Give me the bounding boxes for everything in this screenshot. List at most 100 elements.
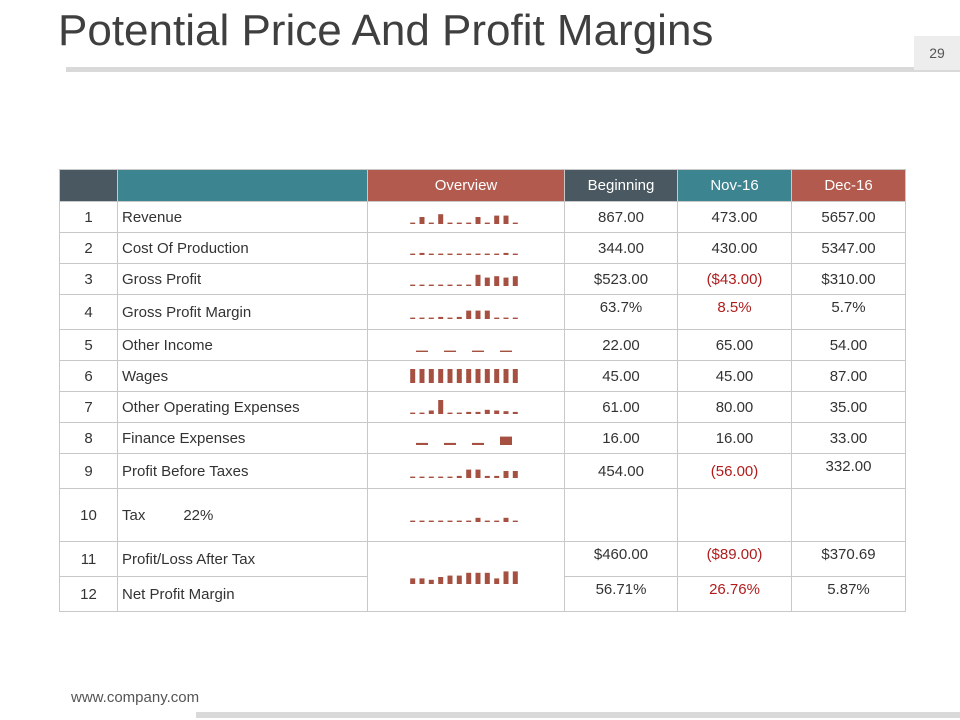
sparkline-bar xyxy=(447,253,453,255)
nov-16-value: 473.00 xyxy=(677,201,792,233)
nov-16-value: 80.00 xyxy=(677,391,792,423)
sparkline-bar xyxy=(512,222,518,224)
sparkline-bar xyxy=(503,252,509,255)
dec-16-value: 35.00 xyxy=(791,391,906,423)
sparkline-bar xyxy=(503,471,509,478)
sparkline-bar xyxy=(447,284,453,286)
tax-rate: 22% xyxy=(183,506,214,524)
nov-16-value: 26.76% xyxy=(677,576,792,612)
beginning-value: 867.00 xyxy=(564,201,678,233)
beginning-value: 56.71% xyxy=(564,576,678,612)
sparkline-bar xyxy=(444,350,456,352)
overview-sparkline xyxy=(367,391,565,423)
sparkline-bar xyxy=(428,410,434,414)
sparkline-bar xyxy=(456,369,462,383)
row-number: 1 xyxy=(59,201,118,233)
nov-16-value: 430.00 xyxy=(677,232,792,264)
row-number: 7 xyxy=(59,391,118,423)
sparkline-bar xyxy=(503,517,509,522)
header-beginning: Beginning xyxy=(564,169,678,202)
sparkline-bar xyxy=(494,253,500,255)
sparkline-bar xyxy=(500,350,512,352)
row-number: 5 xyxy=(59,329,118,361)
row-label: Profit/Loss After Tax xyxy=(117,541,368,577)
sparkline-bar xyxy=(503,369,509,383)
sparkline-bar xyxy=(428,222,434,224)
sparkline-bar xyxy=(466,411,472,414)
sparkline-bar xyxy=(410,317,416,319)
header-overview: Overview xyxy=(367,169,565,202)
nov-16-value: 16.00 xyxy=(677,422,792,454)
sparkline-bar xyxy=(438,214,444,224)
row-label: Finance Expenses xyxy=(117,422,368,454)
sparkline-bar xyxy=(419,577,425,584)
slide-title: Potential Price And Profit Margins xyxy=(58,6,714,55)
sparkline-bar xyxy=(438,284,444,286)
row-label: Other Income xyxy=(117,329,368,361)
sparkline-bar xyxy=(512,520,518,522)
row-label-text: Tax xyxy=(122,506,146,524)
dec-16-value: $370.69 xyxy=(791,541,906,577)
row-label: Gross Profit xyxy=(117,263,368,295)
sparkline-bar xyxy=(419,476,425,478)
nov-16-value xyxy=(677,488,792,542)
dec-16-value: 332.00 xyxy=(791,453,906,489)
sparkline-bar xyxy=(419,369,425,383)
header-item xyxy=(117,169,368,202)
sparkline-bar xyxy=(512,276,518,286)
sparkline-bar xyxy=(500,436,512,445)
sparkline-bar xyxy=(475,369,481,383)
beginning-value: 63.7% xyxy=(564,294,678,330)
sparkline-bar xyxy=(494,475,500,478)
sparkline-bar xyxy=(494,215,500,224)
nov-16-value: (56.00) xyxy=(677,453,792,489)
sparkline-chart xyxy=(410,274,518,286)
sparkline-bar xyxy=(466,284,472,286)
overview-sparkline xyxy=(367,541,565,612)
sparkline-bar xyxy=(410,222,416,224)
beginning-value: 16.00 xyxy=(564,422,678,454)
sparkline-chart xyxy=(410,310,518,319)
sparkline-bar xyxy=(410,577,416,584)
sparkline-bar xyxy=(466,310,472,319)
beginning-value xyxy=(564,488,678,542)
table-row: 6 Wages 45.00 45.00 87.00 xyxy=(59,360,906,392)
sparkline-bar xyxy=(512,317,518,319)
sparkline-bar xyxy=(456,222,462,224)
sparkline-bar xyxy=(484,222,490,224)
profit-margin-table: Overview Beginning Nov-16 Dec-16 1 Reven… xyxy=(59,169,906,612)
sparkline-bar xyxy=(475,517,481,522)
beginning-value: 344.00 xyxy=(564,232,678,264)
sparkline-bar xyxy=(438,253,444,255)
nov-16-value: ($89.00) xyxy=(677,541,792,577)
row-number: 4 xyxy=(59,294,118,330)
sparkline-bar xyxy=(447,520,453,522)
nov-16-value: 45.00 xyxy=(677,360,792,392)
nov-16-value: 8.5% xyxy=(677,294,792,330)
table-row: 2 Cost Of Production 344.00 430.00 5347.… xyxy=(59,232,906,264)
sparkline-bar xyxy=(503,215,509,224)
sparkline-bar xyxy=(503,411,509,414)
sparkline-bar xyxy=(410,412,416,414)
sparkline-bar xyxy=(410,284,416,286)
row-number: 2 xyxy=(59,232,118,264)
sparkline-bar xyxy=(444,442,456,445)
sparkline-bar xyxy=(494,276,500,286)
row-number: 10 xyxy=(59,488,118,542)
row-label: Net Profit Margin xyxy=(117,576,368,612)
sparkline-bar xyxy=(416,350,428,352)
sparkline-bar xyxy=(484,369,490,383)
sparkline-bar xyxy=(456,412,462,414)
sparkline-bar xyxy=(472,442,484,445)
row-number: 8 xyxy=(59,422,118,454)
sparkline-bar xyxy=(428,284,434,286)
sparkline-chart xyxy=(410,469,518,478)
beginning-value: $523.00 xyxy=(564,263,678,295)
table-row: 5 Other Income 22.00 65.00 54.00 xyxy=(59,329,906,361)
sparkline-bar xyxy=(410,369,416,383)
overview-sparkline xyxy=(367,263,565,295)
overview-sparkline xyxy=(367,201,565,233)
sparkline-bar xyxy=(475,469,481,478)
row-number: 11 xyxy=(59,541,118,577)
table-row: 8 Finance Expenses 16.00 16.00 33.00 xyxy=(59,422,906,454)
